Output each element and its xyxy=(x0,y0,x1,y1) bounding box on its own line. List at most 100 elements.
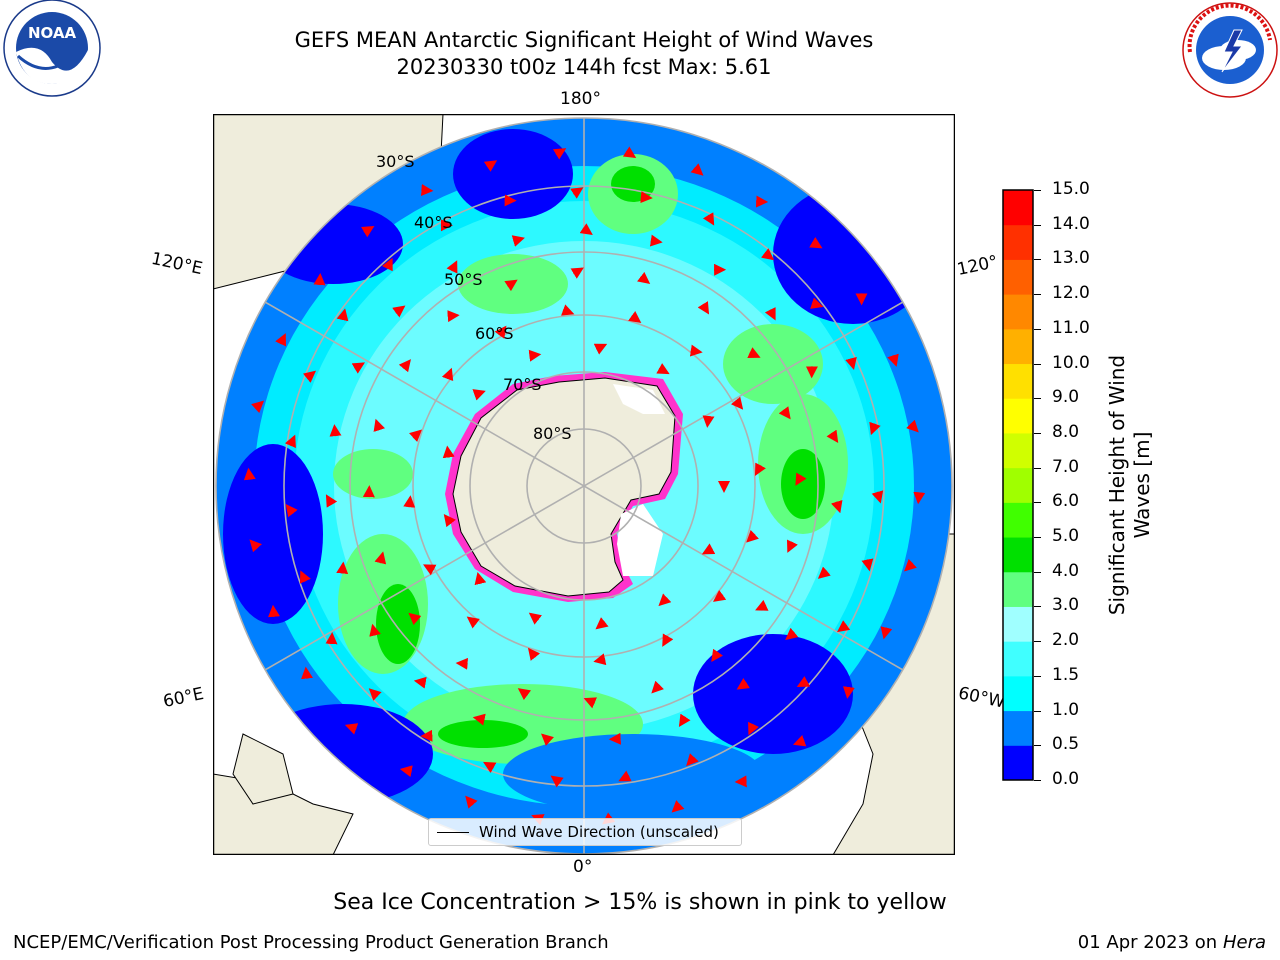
wave-direction-arrow xyxy=(413,676,427,689)
wave-direction-arrow xyxy=(656,363,670,375)
wave-direction-arrow xyxy=(734,775,747,788)
wave-direction-arrow xyxy=(441,367,454,382)
colorbar-tick-label: 8.0 xyxy=(1052,421,1080,442)
colorbar-tick-mark xyxy=(1034,259,1041,261)
wave-direction-arrow xyxy=(730,396,744,410)
wave-direction-arrow xyxy=(869,421,881,436)
wave-direction-arrow xyxy=(796,676,811,688)
wave-direction-arrow xyxy=(595,617,609,630)
graticule xyxy=(216,118,952,854)
wave-direction-arrow xyxy=(906,419,919,433)
colorbar-tick-label: 9.0 xyxy=(1052,387,1080,408)
wave-direction-arrow xyxy=(637,271,651,285)
colorbar-segment xyxy=(1003,259,1033,295)
wave-direction-arrow xyxy=(880,626,893,640)
wave-direction-arrow xyxy=(678,713,691,727)
colorbar-tick-label: 11.0 xyxy=(1052,317,1090,338)
colorbar xyxy=(1002,189,1034,781)
wave-direction-arrow xyxy=(313,273,326,286)
noaa-logo: NOAA xyxy=(3,0,101,97)
wave-direction-arrow xyxy=(628,311,642,323)
wave-direction-arrow xyxy=(301,666,313,680)
wave-direction-arrow xyxy=(736,678,750,690)
colorbar-tick-mark xyxy=(1034,780,1041,781)
wave-direction-arrow xyxy=(527,647,541,661)
colorbar-tick-label: 6.0 xyxy=(1052,491,1080,512)
colorbar-tick-label: 1.0 xyxy=(1052,699,1080,720)
lat-label-40s: 40°S xyxy=(414,213,453,232)
wave-direction-arrow xyxy=(398,359,411,373)
wave-direction-arrow xyxy=(583,697,598,709)
wave-direction-arrow xyxy=(830,499,843,514)
lon-label-60e: 60°E xyxy=(161,683,206,713)
wave-direction-arrow xyxy=(466,616,480,629)
colorbar-tick-label: 0.5 xyxy=(1052,734,1080,755)
wave-direction-arrow xyxy=(403,495,416,508)
nws-logo xyxy=(1182,2,1278,98)
wave-direction-arrow xyxy=(541,733,554,746)
wave-direction-arrow xyxy=(697,301,710,315)
colorbar-tick-label: 13.0 xyxy=(1052,248,1090,269)
footer-date: 01 Apr 2023 on Hera xyxy=(1077,932,1266,953)
wave-direction-arrow xyxy=(795,472,807,486)
wave-direction-arrow xyxy=(887,353,899,367)
colorbar-segment xyxy=(1003,675,1033,712)
colorbar-tick-mark xyxy=(1034,328,1041,330)
lat-label-60s: 60°S xyxy=(475,324,514,343)
wave-direction-arrow xyxy=(702,212,715,226)
lon-label-120e: 120°E xyxy=(149,248,205,280)
colorbar-tick-mark xyxy=(1034,432,1041,434)
colorbar-tick-label: 15.0 xyxy=(1052,179,1090,199)
lon-label-0: 0° xyxy=(573,857,593,877)
wave-direction-arrow xyxy=(336,561,349,575)
wave-direction-arrow xyxy=(284,434,296,449)
wave-direction-arrow xyxy=(836,620,851,633)
wave-direction-arrow xyxy=(528,349,542,362)
wave-direction-arrow xyxy=(361,225,375,238)
wave-direction-arrow xyxy=(455,657,468,670)
wave-direction-arrow xyxy=(570,267,584,279)
colorbar-tick-mark xyxy=(1034,710,1041,712)
wave-direction-arrow xyxy=(442,445,455,459)
wave-direction-arrow xyxy=(817,566,831,579)
wave-direction-arrow xyxy=(842,686,855,699)
colorbar-segment xyxy=(1003,432,1033,469)
colorbar-tick-label: 1.5 xyxy=(1052,664,1080,685)
wave-direction-arrow xyxy=(447,310,460,323)
wave-direction-arrow xyxy=(593,343,608,355)
antarctica xyxy=(445,372,683,602)
wave-direction-arrow xyxy=(764,307,776,321)
lon-label-60w: 60°W xyxy=(956,683,1007,713)
wave-direction-arrow xyxy=(793,735,807,747)
wave-direction-arrow xyxy=(511,235,525,247)
map-title: GEFS MEAN Antarctic Significant Height o… xyxy=(294,28,874,52)
map-subtitle: 20230330 t00z 144h fcst Max: 5.61 xyxy=(396,55,772,79)
wave-direction-arrow xyxy=(746,529,759,543)
colorbar-tick-label: 10.0 xyxy=(1052,352,1090,373)
wave-direction-arrow xyxy=(861,558,874,572)
colorbar-segment xyxy=(1003,190,1033,226)
wave-direction-arrow xyxy=(608,732,621,745)
wave-direction-arrow xyxy=(702,415,715,428)
noaa-logo-text: NOAA xyxy=(28,24,77,42)
wave-direction-arrow xyxy=(579,223,593,236)
colorbar-tick-mark xyxy=(1034,675,1041,677)
wave-direction-arrow xyxy=(302,370,317,383)
wave-direction-arrow xyxy=(904,558,917,572)
wave-direction-arrow xyxy=(754,462,766,476)
colorbar-segment xyxy=(1003,502,1033,538)
wave-direction-arrow xyxy=(399,765,413,778)
colorbar-label: Significant Height of Wind Waves [m] xyxy=(1105,354,1154,616)
lon-label-120w: 120° xyxy=(955,251,1000,281)
legend-line-swatch xyxy=(437,832,469,833)
wave-direction-arrow xyxy=(671,800,685,813)
colorbar-segment xyxy=(1003,224,1033,260)
colorbar-tick-label: 3.0 xyxy=(1052,595,1080,616)
wave-direction-arrow xyxy=(570,187,584,199)
wave-direction-arrow xyxy=(483,160,498,172)
colorbar-segment xyxy=(1003,606,1033,642)
wave-direction-arrow xyxy=(472,389,486,401)
colorbar-tick-label: 2.0 xyxy=(1052,630,1080,651)
wave-direction-arrow xyxy=(528,612,542,625)
wave-direction-arrow xyxy=(483,761,497,774)
